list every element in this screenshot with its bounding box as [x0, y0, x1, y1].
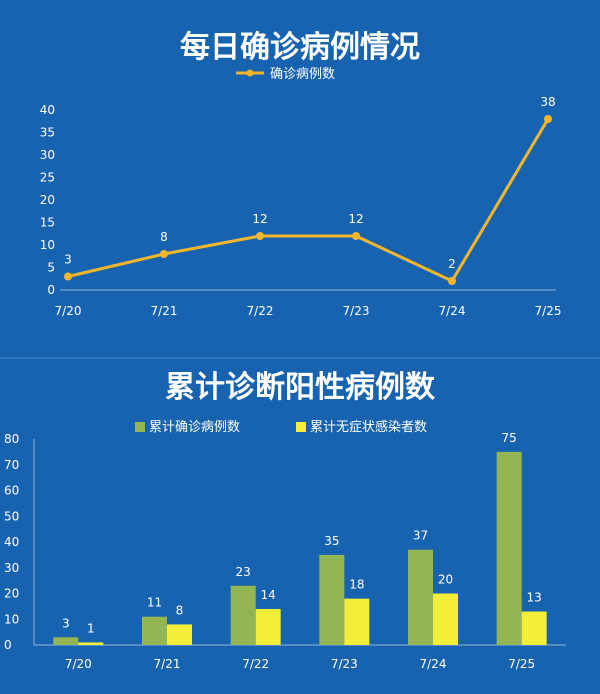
- bar-data-label: 1: [87, 621, 95, 635]
- confirmed-line: [67, 118, 550, 283]
- bar-data-label: 11: [147, 596, 162, 610]
- bar-data-label: 20: [438, 573, 453, 587]
- bar-asymptomatic: [78, 642, 104, 645]
- line-x-tick-label: 7/20: [55, 304, 82, 318]
- line-point: [352, 232, 360, 240]
- line-y-tick-label: 40: [40, 103, 55, 117]
- bar-asymptomatic: [255, 608, 281, 645]
- bars: [53, 451, 547, 645]
- line-chart-title: 每日确诊病例情况: [180, 30, 420, 65]
- line-y-tick-label: 35: [40, 126, 55, 140]
- line-data-label: 38: [540, 95, 555, 109]
- line-legend-marker: [246, 69, 254, 77]
- bar-chart-x-ticks: 7/20 7/21 7/22 7/23 7/24 7/25: [65, 657, 535, 671]
- bar-data-label: 75: [502, 431, 517, 445]
- bar-x-tick-label: 7/21: [154, 657, 181, 671]
- legend-swatch-confirmed: [135, 422, 145, 432]
- bar-y-tick-label: 50: [4, 509, 19, 523]
- line-y-tick-label: 20: [40, 193, 55, 207]
- bar-chart-title: 累计诊断阳性病例数: [165, 370, 436, 405]
- bar-y-tick-label: 70: [4, 458, 19, 472]
- bar-y-tick-label: 60: [4, 484, 19, 498]
- line-chart-legend: 确诊病例数: [236, 67, 335, 82]
- bar-confirmed: [142, 616, 167, 645]
- line-point: [544, 115, 552, 123]
- bar-data-label: 35: [324, 534, 339, 548]
- line-legend-label: 确诊病例数: [270, 67, 335, 82]
- bar-y-tick-label: 10: [4, 612, 19, 626]
- bar-data-label: 37: [413, 529, 428, 543]
- line-x-tick-label: 7/24: [439, 304, 466, 318]
- legend-label-asymptomatic: 累计无症状感染者数: [310, 419, 427, 435]
- bar-data-label: 3: [62, 616, 70, 630]
- bar-y-tick-label: 20: [4, 587, 19, 601]
- legend-label-confirmed: 累计确诊病例数: [149, 420, 240, 435]
- bar-asymptomatic: [167, 624, 192, 645]
- bar-x-tick-label: 7/22: [242, 657, 269, 671]
- bar-data-label: 23: [236, 565, 251, 579]
- bar-x-tick-label: 7/23: [331, 657, 358, 671]
- line-data-label: 8: [160, 230, 168, 244]
- line-point: [160, 250, 168, 258]
- bar-confirmed: [53, 637, 79, 645]
- bar-y-tick-label: 30: [4, 561, 19, 575]
- line-data-label: 12: [348, 212, 363, 226]
- bar-chart-legend: 累计确诊病例数 累计无症状感染者数: [135, 419, 427, 435]
- line-point: [256, 232, 264, 240]
- bar-confirmed: [408, 549, 433, 645]
- bar-asymptomatic: [521, 611, 547, 645]
- line-chart-y-ticks: 0 5 10 15 20 25 30 35 40: [40, 103, 55, 297]
- line-points: [64, 115, 552, 285]
- bar-asymptomatic: [344, 598, 370, 645]
- line-data-label: 2: [448, 257, 456, 271]
- bar-confirmed: [319, 554, 345, 645]
- line-y-tick-label: 5: [47, 261, 55, 275]
- bar-asymptomatic: [433, 593, 458, 645]
- line-data-label: 12: [252, 212, 267, 226]
- bar-data-label: 14: [261, 588, 276, 602]
- bar-data-label: 8: [176, 603, 184, 617]
- bar-x-tick-label: 7/20: [65, 657, 92, 671]
- line-x-tick-label: 7/21: [151, 304, 178, 318]
- bar-y-tick-label: 0: [4, 638, 12, 652]
- line-y-tick-label: 30: [40, 148, 55, 162]
- line-x-tick-label: 7/22: [247, 304, 274, 318]
- line-x-tick-label: 7/23: [343, 304, 370, 318]
- bar-x-tick-label: 7/25: [508, 657, 535, 671]
- bar-x-tick-label: 7/24: [420, 657, 447, 671]
- bar-y-tick-label: 80: [4, 432, 19, 446]
- line-y-tick-label: 0: [47, 283, 55, 297]
- line-point: [448, 277, 456, 285]
- bar-data-label: 18: [349, 578, 364, 592]
- cumulative-cases-chart: 累计诊断阳性病例数 累计确诊病例数 累计无症状感染者数 0 10 20 30 40 50 6…: [4, 370, 566, 671]
- line-y-tick-label: 15: [40, 216, 55, 230]
- daily-cases-chart: 每日确诊病例情况 确诊病例数 0 5 10 15 20 25 30 35 40 7/20 7/21…: [40, 30, 562, 318]
- line-point: [64, 272, 72, 281]
- bar-data-label: 13: [527, 591, 542, 605]
- line-y-tick-label: 25: [40, 171, 55, 185]
- line-x-tick-label: 7/25: [535, 304, 562, 318]
- line-data-label: 3: [64, 253, 72, 267]
- line-y-tick-label: 10: [40, 238, 55, 252]
- legend-swatch-asymptomatic: [296, 422, 306, 432]
- bar-chart-y-ticks: 0 10 20 30 40 50 60 70 80: [4, 432, 19, 652]
- bar-confirmed: [496, 451, 522, 645]
- bar-y-tick-label: 40: [4, 535, 19, 549]
- line-chart-x-ticks: 7/20 7/21 7/22 7/23 7/24 7/25: [55, 304, 562, 318]
- bar-confirmed: [230, 585, 256, 645]
